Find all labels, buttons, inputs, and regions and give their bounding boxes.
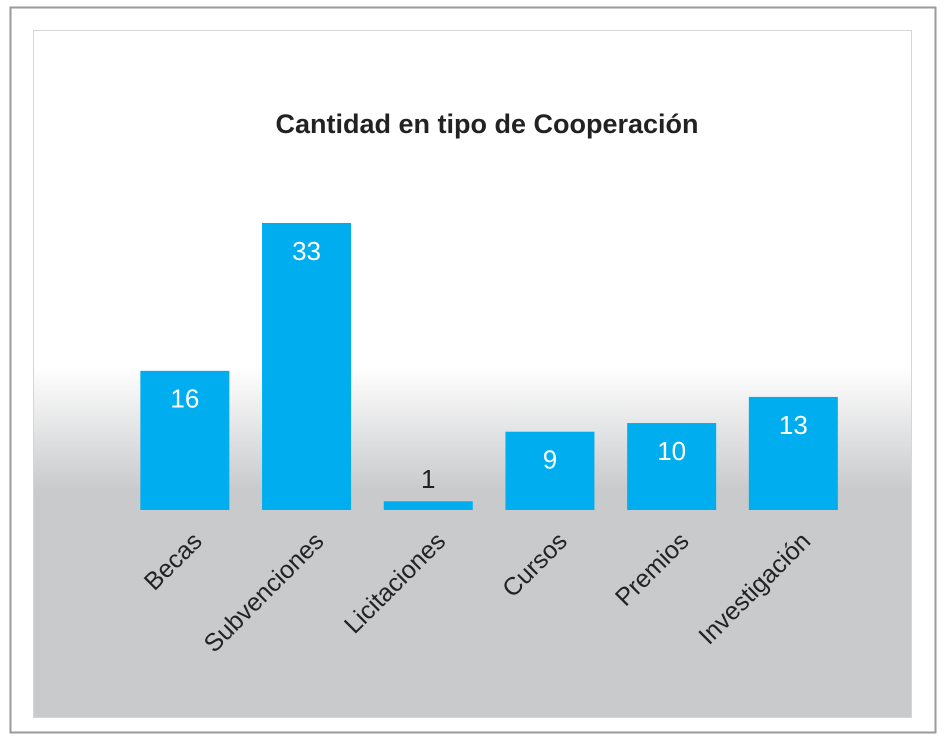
bar xyxy=(262,223,352,510)
data-label: 16 xyxy=(170,384,199,414)
data-label: 13 xyxy=(779,410,808,440)
bar xyxy=(505,431,595,510)
chart-title: Cantidad en tipo de Cooperación xyxy=(275,109,698,139)
bar xyxy=(627,423,717,510)
data-label: 10 xyxy=(657,436,686,466)
data-label: 33 xyxy=(292,236,321,266)
bar xyxy=(748,396,838,510)
bar xyxy=(383,501,473,510)
bar xyxy=(140,370,230,510)
data-label: 1 xyxy=(421,464,435,494)
data-label: 9 xyxy=(543,445,557,475)
